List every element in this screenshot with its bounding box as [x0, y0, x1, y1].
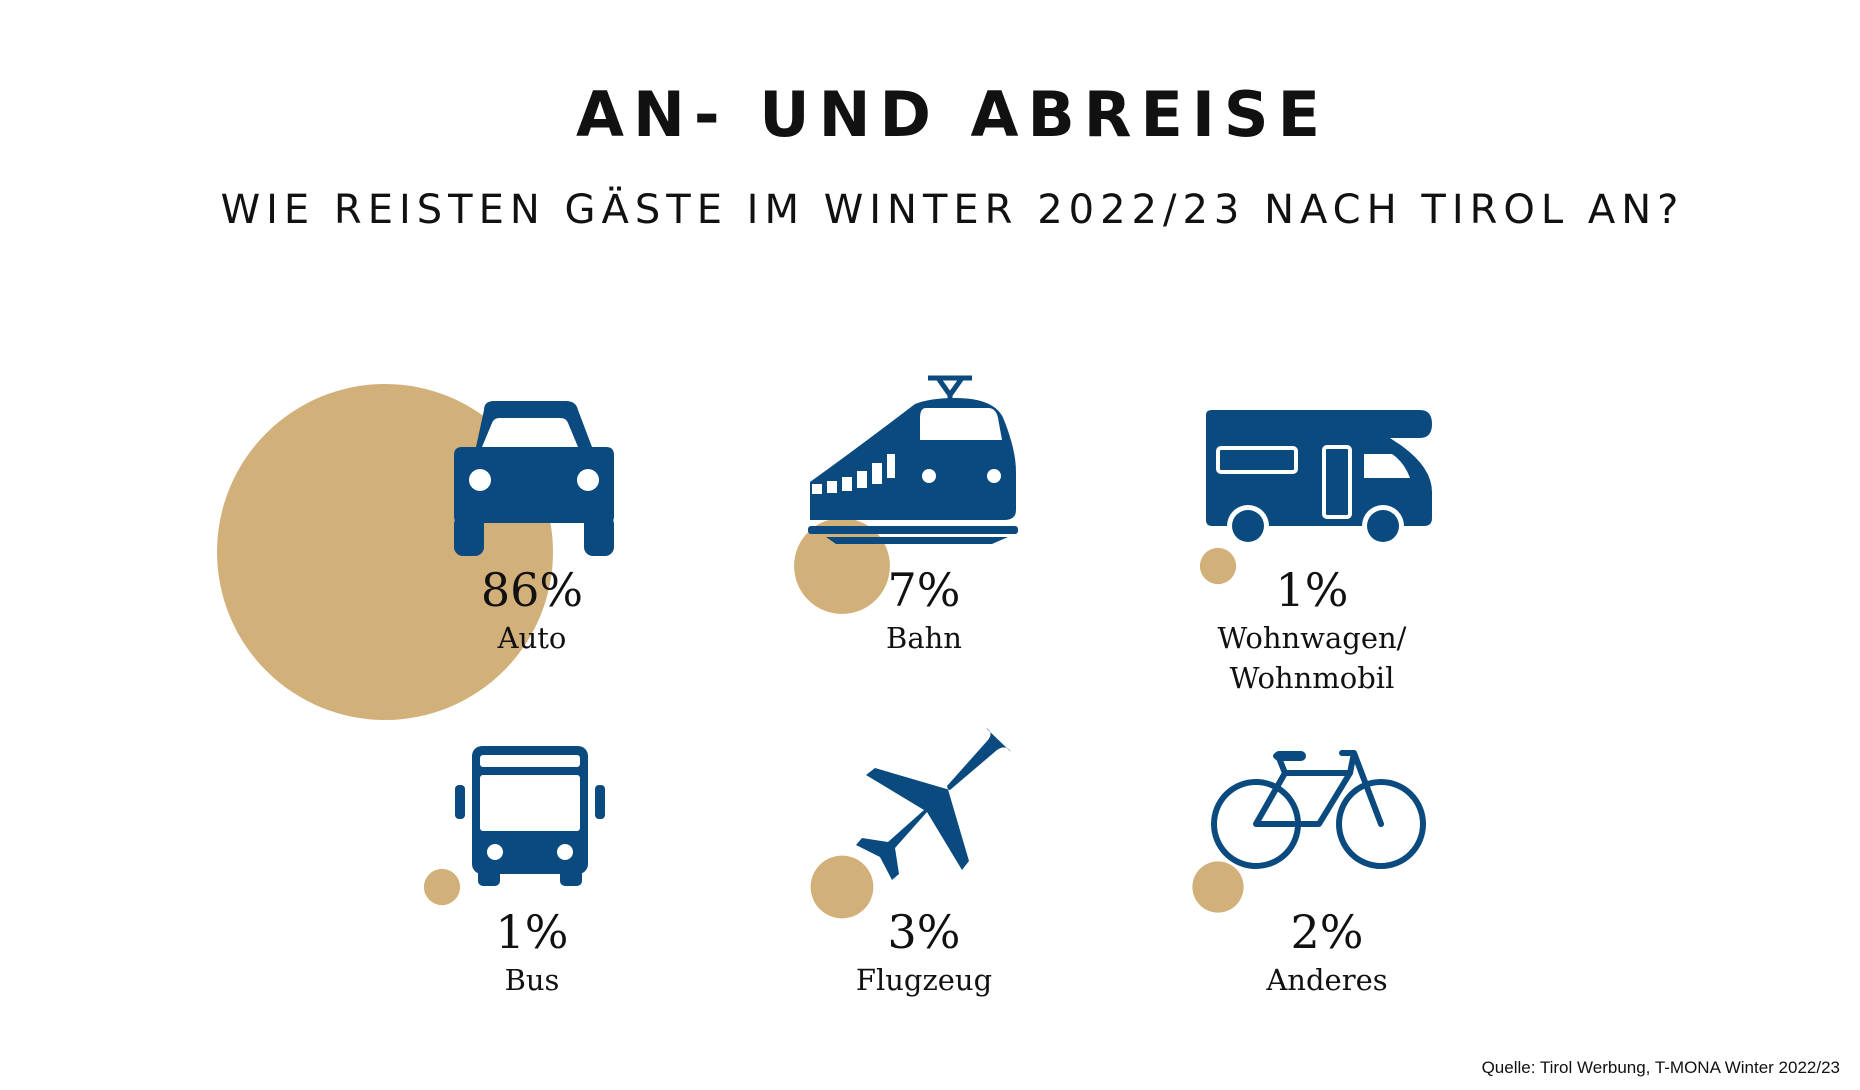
bubble-layer	[217, 384, 1244, 919]
camper-icon	[1206, 410, 1432, 547]
value-label: 1%	[496, 905, 569, 959]
bus-icon	[455, 746, 605, 886]
value-label: 86%	[481, 563, 583, 617]
airplane-icon	[856, 728, 1011, 880]
category-label: Anderes	[1265, 963, 1387, 997]
value-label: 2%	[1291, 905, 1364, 959]
train-icon	[808, 375, 1018, 544]
bubble-anderes	[1192, 861, 1244, 913]
bicycle-icon	[1211, 750, 1426, 869]
bubble-flugzeug	[810, 855, 874, 919]
value-label: 1%	[1276, 563, 1349, 617]
category-label: Auto	[497, 621, 567, 655]
category-label: Bahn	[886, 621, 962, 655]
bubble-bus	[423, 868, 461, 906]
car-icon	[454, 401, 614, 556]
value-label: 3%	[888, 905, 961, 959]
source-note: Quelle: Tirol Werbung, T-MONA Winter 202…	[1481, 1058, 1840, 1077]
chart-subtitle: WIE REISTEN GÄSTE IM WINTER 2022/23 NACH…	[220, 187, 1685, 233]
category-label: Wohnmobil	[1230, 661, 1395, 695]
category-label: Bus	[505, 963, 560, 997]
value-label: 7%	[888, 563, 961, 617]
bubble-wohnwagen	[1199, 547, 1237, 585]
category-label: Flugzeug	[856, 963, 992, 997]
category-label: Wohnwagen/	[1218, 621, 1407, 655]
label-layer: 86% Auto 7% Bahn 1% Wohnwagen/Wohnmobil 1% Bus 3…	[481, 563, 1407, 997]
chart-title: AN- UND ABREISE	[576, 78, 1329, 151]
